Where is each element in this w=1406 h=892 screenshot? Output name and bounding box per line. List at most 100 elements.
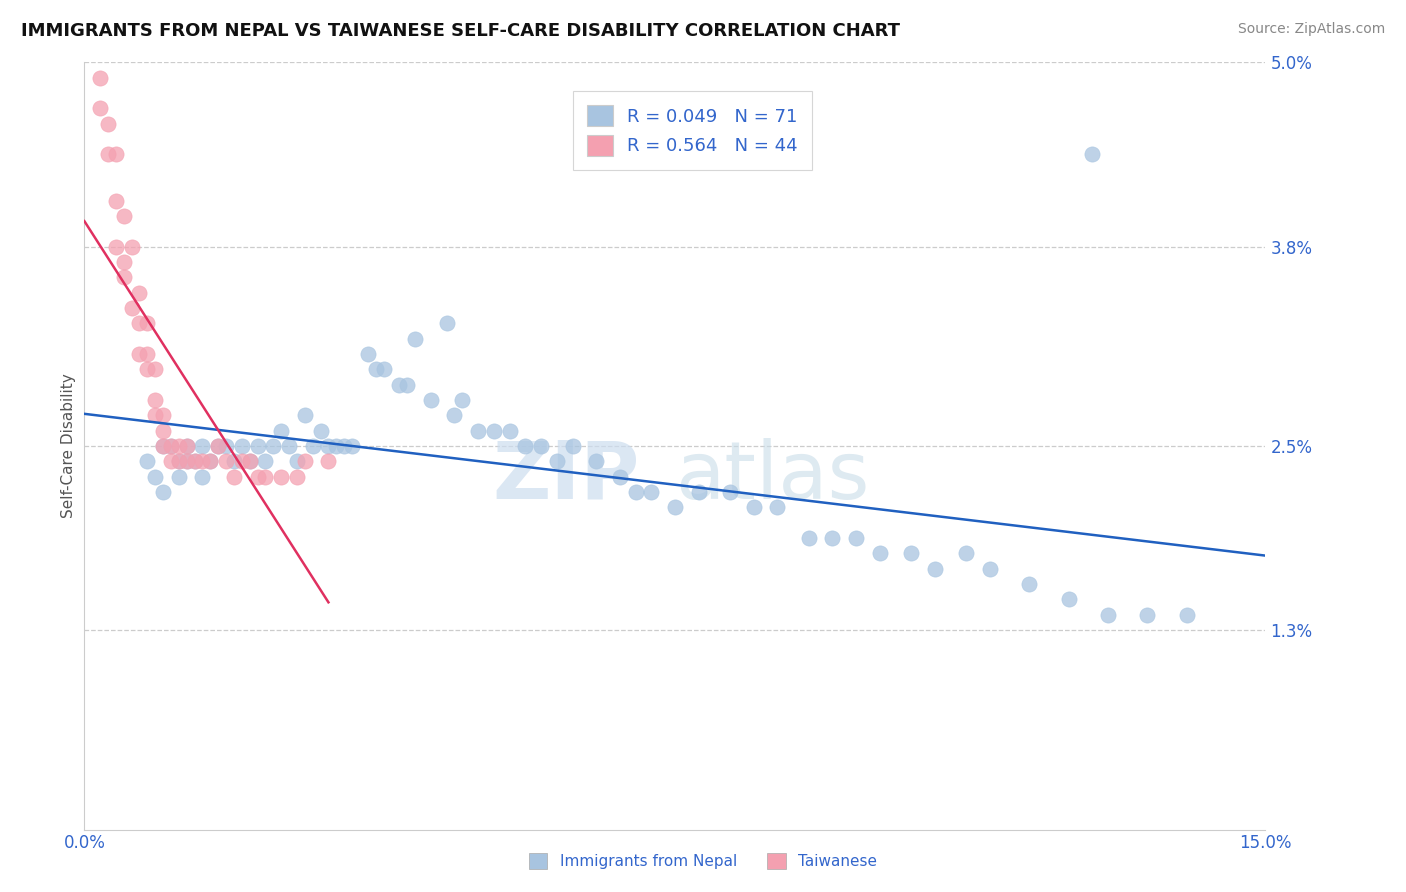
Point [515,439,537,453]
Point [254,469,277,483]
Point [246,439,269,453]
Point [254,454,277,468]
Point [285,454,308,468]
Point [239,454,262,468]
Point [143,409,166,423]
Point [167,469,190,483]
Y-axis label: Self-Care Disability: Self-Care Disability [60,374,76,518]
Point [246,469,269,483]
Point [979,562,1001,576]
Point [419,392,441,407]
Point [136,316,159,330]
Point [742,500,765,515]
Point [136,454,159,468]
Point [766,500,789,515]
Point [143,362,166,376]
Point [262,439,284,453]
Point [152,409,174,423]
Point [318,454,340,468]
Point [112,270,135,285]
Point [222,454,245,468]
Point [797,531,820,545]
Point [176,439,198,453]
Point [112,209,135,223]
Text: atlas: atlas [675,438,869,516]
Point [396,377,419,392]
Point [191,454,214,468]
Point [318,439,340,453]
Point [270,424,292,438]
Point [404,332,426,346]
Point [160,454,183,468]
Point [1081,147,1104,161]
Point [152,439,174,453]
Point [270,469,292,483]
Point [183,454,205,468]
Point [112,255,135,269]
Point [167,454,190,468]
Point [451,392,474,407]
Point [128,316,150,330]
Point [121,239,143,253]
Point [167,454,190,468]
Point [239,454,262,468]
Point [482,424,505,438]
Point [294,409,316,423]
Point [207,439,229,453]
Point [688,485,710,500]
Point [325,439,347,453]
Point [845,531,868,545]
Point [200,454,222,468]
Point [215,439,238,453]
Point [467,424,489,438]
Text: Source: ZipAtlas.com: Source: ZipAtlas.com [1237,22,1385,37]
Point [294,454,316,468]
Point [340,439,363,453]
Point [900,546,922,560]
Point [89,70,111,85]
Legend: Immigrants from Nepal, Taiwanese: Immigrants from Nepal, Taiwanese [523,847,883,875]
Text: ZIP: ZIP [492,438,640,516]
Point [357,347,380,361]
Point [364,362,387,376]
Point [309,424,332,438]
Point [176,439,198,453]
Point [561,439,583,453]
Point [128,285,150,300]
Point [1175,607,1198,622]
Point [546,454,568,468]
Point [143,392,166,407]
Point [373,362,395,376]
Point [183,454,205,468]
Point [1018,577,1040,591]
Point [167,439,190,453]
Point [1057,592,1080,607]
Point [924,562,946,576]
Point [191,439,214,453]
Point [301,439,323,453]
Point [1136,607,1159,622]
Point [104,194,127,208]
Point [215,454,238,468]
Point [585,454,607,468]
Point [436,316,458,330]
Point [89,102,111,116]
Point [160,439,183,453]
Point [718,485,741,500]
Point [624,485,647,500]
Point [388,377,411,392]
Point [176,454,198,468]
Point [97,147,120,161]
Point [143,469,166,483]
Point [191,469,214,483]
Point [869,546,891,560]
Point [285,469,308,483]
Point [207,439,229,453]
Point [128,347,150,361]
Point [104,147,127,161]
Point [443,409,465,423]
Point [955,546,977,560]
Point [609,469,631,483]
Legend: R = 0.049   N = 71, R = 0.564   N = 44: R = 0.049 N = 71, R = 0.564 N = 44 [574,91,813,170]
Point [1097,607,1119,622]
